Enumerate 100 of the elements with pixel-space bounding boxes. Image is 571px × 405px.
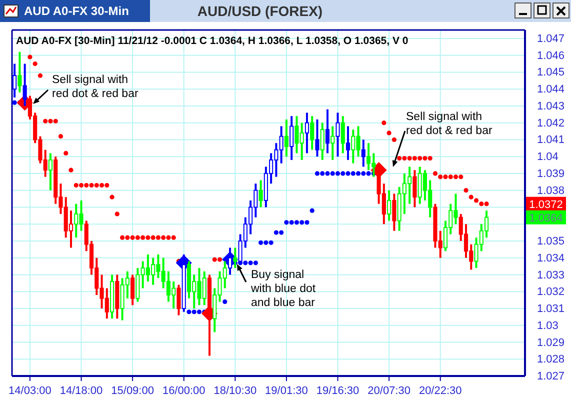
point (43, 118, 48, 124)
candlestick (361, 138, 366, 168)
point (28, 54, 32, 60)
y-tick-label: 1.041 (537, 134, 565, 146)
x-tick-label: 18/10:30 (214, 384, 257, 397)
y-tick-label: 1.04 (537, 151, 558, 164)
point (212, 257, 217, 262)
point (248, 260, 253, 266)
point (418, 156, 422, 161)
candlestick (412, 169, 417, 208)
point (428, 156, 432, 161)
point (289, 220, 294, 225)
point (68, 168, 74, 172)
point (284, 220, 289, 225)
point (432, 171, 438, 176)
candlestick (18, 50, 22, 94)
x-tick-label: 14/18:00 (60, 384, 103, 397)
point (32, 61, 38, 66)
point (74, 182, 78, 188)
point (146, 235, 150, 240)
point (335, 171, 340, 176)
candlestick (290, 115, 294, 161)
point (186, 310, 192, 314)
point (89, 182, 94, 188)
point (130, 235, 135, 240)
y-tick-label: 1.046 (537, 50, 565, 62)
point (474, 198, 479, 203)
point (58, 134, 64, 139)
candlestick (392, 192, 396, 232)
point (94, 182, 99, 188)
point (104, 182, 110, 188)
point (340, 171, 346, 176)
candlestick (22, 62, 27, 107)
y-tick-label: 1.035 (537, 235, 565, 248)
point (156, 235, 161, 240)
point (196, 310, 202, 314)
candlestick (12, 62, 17, 99)
point (53, 118, 58, 124)
point (468, 194, 474, 200)
candlestick (48, 152, 53, 192)
point (443, 174, 448, 180)
y-tick-label: 1.034 (537, 252, 565, 264)
x-tick-label: 15/09:00 (111, 384, 154, 397)
point (304, 220, 310, 225)
point (484, 202, 489, 206)
point (48, 118, 53, 124)
point (412, 156, 418, 161)
point (458, 174, 464, 180)
point (356, 171, 361, 176)
point (64, 150, 68, 156)
point (402, 156, 407, 161)
candlestick (310, 115, 314, 151)
point (125, 235, 130, 240)
x-tick-label: 20/07:30 (368, 384, 410, 397)
point (386, 130, 392, 136)
point (135, 235, 140, 240)
point (161, 235, 166, 240)
candlestick (320, 122, 324, 161)
point (464, 188, 468, 193)
point (325, 171, 330, 176)
point (366, 171, 371, 176)
x-tick-label: 14/03:00 (8, 384, 52, 397)
text: AUD A0-FX [30-Min] 11/21/12 -0.0001 C 1.0364, H 1.0366, L 1.0358, O 1.0365, V 0 (16, 35, 408, 47)
point (382, 120, 386, 126)
x-tick-label: 19/01:30 (265, 384, 308, 397)
y-tick-label: 1.029 (537, 336, 565, 349)
y-tick-label: 1.027 (537, 370, 565, 383)
y-tick-label: 1.038 (537, 184, 565, 197)
point (320, 171, 325, 176)
point (243, 260, 248, 266)
point (350, 171, 356, 176)
annotation: 1.0364 (529, 212, 563, 224)
point (258, 240, 264, 245)
point (397, 156, 402, 161)
point (422, 156, 428, 161)
point (110, 194, 114, 200)
candlestick (346, 125, 350, 161)
candlestick (325, 108, 330, 154)
candlestick (387, 189, 392, 222)
point (171, 235, 176, 240)
y-tick-label: 1.039 (537, 168, 565, 180)
point (361, 171, 366, 176)
point (448, 174, 453, 180)
point (99, 182, 104, 188)
point (438, 174, 443, 180)
y-tick-label: 1.028 (537, 354, 565, 366)
point (38, 73, 43, 78)
point (192, 310, 196, 314)
point (114, 212, 120, 216)
candlestick (130, 274, 135, 306)
x-tick-label: 20/22:30 (418, 384, 462, 397)
x-tick-label: 19/16:30 (316, 384, 360, 397)
point (279, 230, 284, 235)
point (268, 240, 274, 245)
annotation: Sell signal with red dot & red bar (52, 74, 138, 100)
y-tick-label: 1.043 (537, 100, 565, 112)
point (217, 257, 222, 262)
y-tick-label: 1.032 (537, 286, 565, 298)
point (314, 171, 320, 176)
point (407, 156, 412, 161)
